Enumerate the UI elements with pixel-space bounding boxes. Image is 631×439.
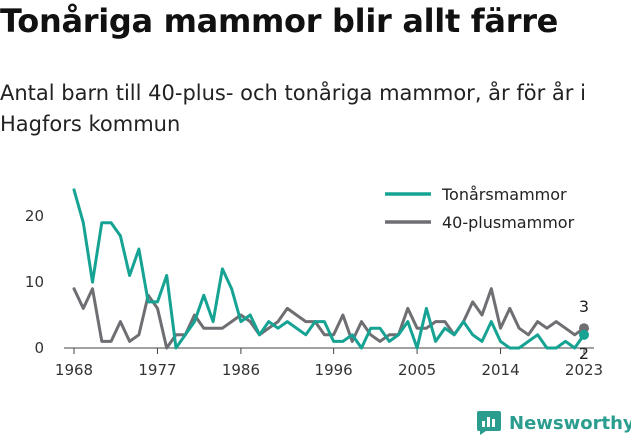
y-tick-label: 20	[25, 207, 44, 225]
chart-title: Tonåriga mammor blir allt färre	[0, 2, 559, 40]
x-axis: 1968 1977 1986 1996 2005 2014 2023	[55, 347, 603, 379]
legend-label: 40-plusmammor	[442, 213, 575, 232]
series-line-tonarsmammor	[72, 188, 586, 350]
x-tick-label: 2023	[565, 361, 603, 379]
x-tick-label: 1977	[138, 361, 176, 379]
x-tick-label: 2005	[398, 361, 436, 379]
y-axis-ticks: 0 10 20	[25, 207, 44, 357]
y-tick-label: 0	[34, 339, 44, 357]
x-tick-label: 1986	[222, 361, 260, 379]
newsworthy-brand: Newsworthy	[476, 407, 631, 439]
newsworthy-logo-icon	[477, 411, 501, 435]
x-tick-label: 1996	[315, 361, 353, 379]
chart-subtitle: Antal barn till 40-plus- och tonåriga ma…	[0, 81, 586, 136]
series-lines: 32	[72, 188, 589, 363]
end-label-40-plusmammor: 3	[579, 297, 589, 316]
end-label-tonarsmammor: 2	[579, 344, 589, 363]
legend-label: Tonårsmammor	[441, 185, 567, 204]
legend: Tonårsmammor 40-plusmammor	[385, 185, 575, 232]
brand-name: Newsworthy	[509, 412, 631, 434]
x-tick-label: 1968	[55, 361, 93, 379]
y-tick-label: 10	[25, 273, 44, 291]
series-line-40-plusmammor	[72, 287, 586, 350]
x-tick-label: 2014	[481, 361, 519, 379]
end-marker-tonarsmammor	[579, 329, 589, 340]
